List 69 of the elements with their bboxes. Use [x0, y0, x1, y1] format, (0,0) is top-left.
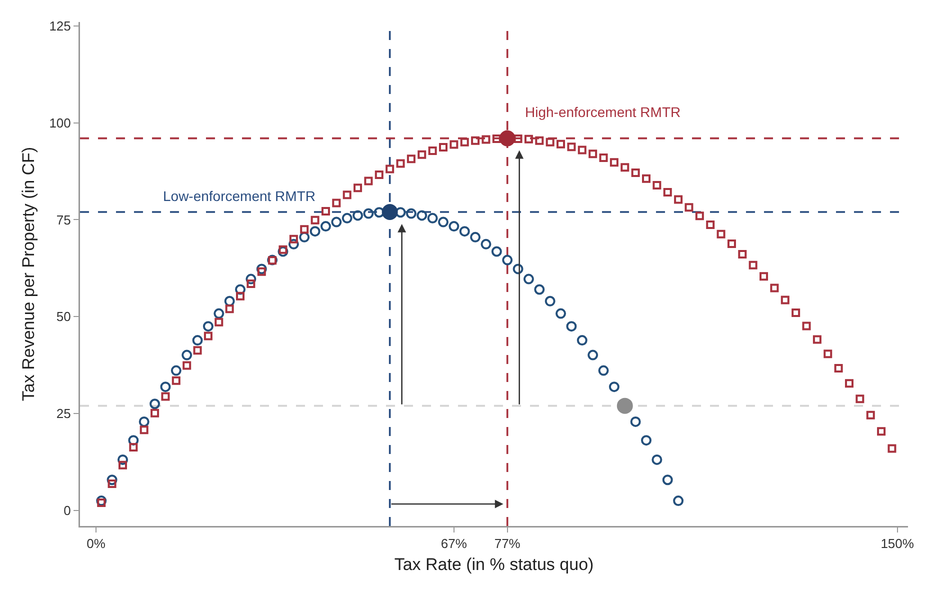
y-tick-label: 125: [49, 18, 71, 34]
point: [470, 232, 481, 242]
annotation: High-enforcement RMTR: [525, 104, 681, 120]
point: [576, 335, 588, 346]
point: [502, 254, 513, 266]
point: [96, 496, 107, 506]
point: [499, 130, 516, 146]
point: [170, 365, 182, 376]
point: [331, 216, 342, 228]
point: [310, 226, 320, 237]
point: [256, 264, 267, 274]
point: [278, 246, 288, 257]
point: [491, 246, 502, 257]
point: [202, 321, 214, 332]
point: [160, 382, 171, 392]
point: [416, 210, 428, 221]
point: [214, 308, 224, 319]
point: [544, 296, 556, 306]
x-tick-label: 67%: [440, 536, 468, 552]
point: [448, 221, 460, 232]
point: [616, 398, 633, 414]
point: [438, 216, 448, 228]
point: [106, 474, 118, 486]
point: [608, 382, 620, 392]
point: [235, 284, 246, 295]
y-axis-title: Tax Revenue per Property (in CF): [18, 146, 38, 402]
y-tick-label: 0: [64, 503, 71, 518]
point: [673, 496, 684, 506]
point: [459, 226, 470, 237]
point: [374, 207, 384, 218]
point: [512, 264, 524, 274]
point: [192, 335, 203, 346]
point: [138, 416, 150, 427]
point: [662, 474, 673, 486]
x-tick-label: 0%: [86, 536, 106, 552]
point: [342, 212, 352, 224]
point: [523, 274, 534, 284]
x-axis-title: Tax Rate (in % status quo): [394, 555, 594, 574]
point: [534, 284, 545, 295]
point: [363, 208, 374, 219]
point: [427, 212, 438, 224]
point: [598, 365, 609, 376]
point: [352, 210, 364, 221]
point: [652, 454, 662, 465]
y-tick-label: 25: [56, 406, 71, 422]
annotation: Low-enforcement RMTR: [163, 188, 316, 204]
point: [630, 416, 641, 427]
point: [556, 308, 566, 319]
point: [395, 207, 406, 218]
point: [150, 398, 160, 410]
point: [641, 435, 652, 446]
y-tick-label: 100: [49, 115, 71, 130]
y-tick-label: 50: [56, 309, 71, 324]
point: [406, 208, 416, 219]
point: [382, 204, 398, 220]
point: [128, 435, 139, 446]
point: [117, 454, 128, 465]
point: [224, 296, 235, 306]
point: [246, 274, 256, 284]
x-tick-label: 77%: [494, 536, 521, 552]
point: [480, 238, 492, 250]
point: [566, 321, 577, 332]
point: [588, 350, 598, 360]
point: [288, 238, 299, 250]
y-tick-label: 75: [56, 212, 71, 228]
point: [182, 350, 192, 360]
point: [320, 221, 331, 232]
x-tick-label: 150%: [880, 536, 914, 552]
point: [299, 232, 310, 242]
